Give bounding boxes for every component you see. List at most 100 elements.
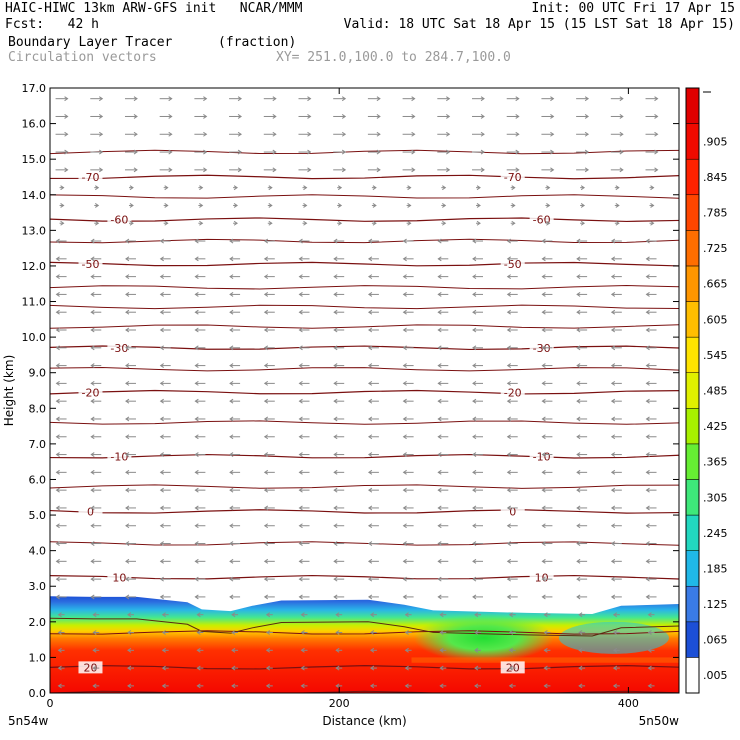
wind-vector-head xyxy=(55,238,60,244)
wind-vector-head xyxy=(133,149,138,155)
wind-vector-head xyxy=(576,487,581,493)
wind-vector-head xyxy=(404,630,409,635)
wind-vector xyxy=(404,683,412,689)
wind-vector xyxy=(125,558,136,564)
wind-vector-head xyxy=(576,541,581,546)
wind-vector-head xyxy=(580,203,586,208)
wind-vector xyxy=(125,576,136,582)
field-name: Boundary Layer Tracer xyxy=(8,35,173,50)
wind-vector-head xyxy=(367,363,373,369)
wind-vector xyxy=(59,203,65,208)
wind-vector-head xyxy=(303,220,308,226)
wind-vector-head xyxy=(442,185,447,191)
wind-vector xyxy=(90,487,102,493)
wind-vector xyxy=(472,541,484,546)
wind-vector-head xyxy=(64,114,69,119)
wind-vector-head xyxy=(159,345,164,351)
init-time: Init: 00 UTC Fri 17 Apr 15 xyxy=(531,1,736,16)
wind-vector xyxy=(472,452,484,457)
wind-vector xyxy=(263,114,277,119)
wind-vector xyxy=(437,380,449,386)
wind-vector xyxy=(90,558,102,564)
wind-vector xyxy=(229,114,242,119)
wind-vector-head xyxy=(376,114,381,119)
wind-vector xyxy=(333,576,345,582)
wind-vector xyxy=(337,220,343,226)
wind-vector xyxy=(161,612,169,618)
y-tick-label: 4.0 xyxy=(29,545,47,558)
wind-vector xyxy=(90,291,102,297)
wind-vector-head xyxy=(372,203,377,208)
wind-vector xyxy=(645,363,657,369)
wind-vector-head xyxy=(541,541,546,546)
wind-vector xyxy=(229,131,242,137)
wind-vector-head xyxy=(90,398,95,404)
wind-vector xyxy=(159,114,173,119)
model-title: HAIC-HIWC 13km ARW-GFS init NCAR/MMM xyxy=(5,1,303,16)
wind-vector xyxy=(55,576,67,582)
wind-vector xyxy=(437,594,449,600)
wind-vector xyxy=(541,327,553,333)
wind-vector-head xyxy=(610,309,616,315)
wind-vector xyxy=(645,469,657,475)
wind-vector xyxy=(576,114,590,119)
wind-vector xyxy=(159,96,173,102)
wind-vector-head xyxy=(159,416,164,422)
wind-vector xyxy=(647,630,655,635)
wind-vector-head xyxy=(576,238,581,244)
wind-vector xyxy=(506,558,518,564)
wind-vector xyxy=(159,238,171,244)
wind-vector xyxy=(194,380,206,386)
wind-vector-head xyxy=(437,238,442,244)
wind-vector xyxy=(576,238,588,244)
wind-vector xyxy=(576,594,588,600)
wind-vector-head xyxy=(341,114,347,119)
wind-vector-head xyxy=(367,576,373,582)
wind-vector xyxy=(231,630,239,635)
wind-vector-head xyxy=(237,114,242,119)
wind-vector xyxy=(159,416,171,422)
wind-vector-head xyxy=(168,131,173,137)
wind-vector xyxy=(645,558,657,564)
wind-vector-head xyxy=(541,487,546,493)
wind-vector-head xyxy=(442,220,447,226)
wind-vector xyxy=(576,149,590,155)
wind-vector-head xyxy=(437,291,442,297)
wind-vector xyxy=(55,309,67,315)
wind-vector-head xyxy=(480,114,485,119)
wind-vector xyxy=(367,541,379,546)
wind-vector-head xyxy=(515,114,520,119)
wind-vector-head xyxy=(307,149,312,155)
wind-vector-head xyxy=(610,291,616,297)
wind-vector-head xyxy=(541,434,546,440)
wind-vector xyxy=(90,327,102,333)
wind-vector xyxy=(402,256,414,262)
wind-vector xyxy=(229,327,241,333)
forecast-hour: Fcst: 42 h xyxy=(5,17,99,32)
wind-vector xyxy=(367,256,379,262)
wind-vector xyxy=(437,96,451,102)
wind-vector-head xyxy=(402,558,407,564)
colorbar-swatch xyxy=(685,657,700,694)
wind-vector-head xyxy=(580,185,586,191)
wind-vector-head xyxy=(194,576,199,582)
isotherm-line xyxy=(50,238,679,244)
wind-vector-head xyxy=(541,398,546,404)
wind-vector xyxy=(439,647,447,653)
wind-vector-head xyxy=(161,612,166,618)
wind-vector xyxy=(645,452,657,457)
wind-vector-head xyxy=(92,612,97,618)
wind-vector xyxy=(578,683,586,689)
wind-vector xyxy=(57,665,65,671)
wind-vector-head xyxy=(90,452,95,457)
wind-vector xyxy=(367,576,379,582)
wind-vector xyxy=(402,594,414,600)
wind-vector-head xyxy=(472,469,477,475)
wind-vector xyxy=(506,380,518,386)
wind-vector-head xyxy=(125,558,130,564)
wind-vector xyxy=(576,274,588,280)
wind-vector xyxy=(92,683,100,689)
wind-vector xyxy=(647,612,655,618)
wind-vector xyxy=(437,131,451,137)
